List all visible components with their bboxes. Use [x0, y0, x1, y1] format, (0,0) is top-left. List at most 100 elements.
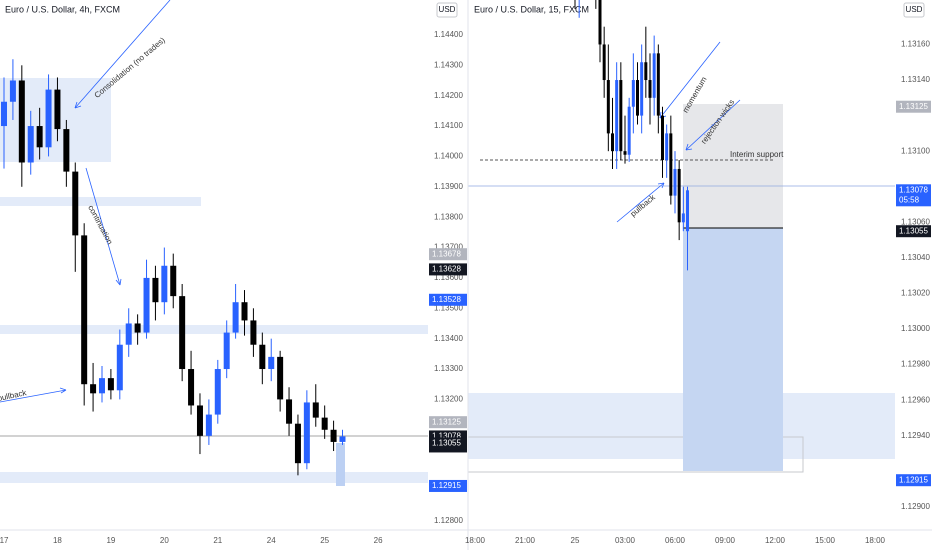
candle-body [665, 133, 669, 161]
candle-body [90, 384, 97, 394]
candle-body [321, 417, 328, 430]
x-tick-label: 25 [320, 536, 329, 545]
candle-body [18, 80, 25, 163]
candle-body [81, 235, 88, 385]
price-label: 1.13528 [432, 295, 461, 304]
arrows [0, 0, 741, 403]
annotation: pullback [0, 388, 28, 403]
candle-body [303, 402, 310, 464]
x-tick-label: 25 [571, 536, 580, 545]
x-tick-label: 18:00 [865, 536, 886, 545]
candle-body [116, 344, 123, 391]
price-label: 1.13078 [432, 432, 461, 441]
candle-body [636, 80, 639, 116]
candle-body [330, 429, 337, 442]
candle-body [631, 80, 635, 107]
y-tick-label: 1.14400 [434, 30, 463, 39]
zone [0, 197, 201, 206]
candle-body [598, 0, 602, 45]
x-tick-label: 21 [213, 536, 222, 545]
price-label: 1.13055 [899, 226, 928, 235]
y-tick-label: 1.13800 [434, 212, 463, 221]
price-label: 1.12915 [432, 481, 461, 490]
candle-body [652, 53, 656, 98]
y-tick-label: 1.13700 [434, 243, 463, 252]
y-tick-label: 1.13160 [901, 40, 930, 49]
candle-body [170, 265, 177, 297]
zone [468, 393, 895, 459]
x-tick-label: 20 [160, 536, 169, 545]
price-label-box [896, 184, 931, 207]
annotation: continuation [86, 204, 114, 246]
y-tick-label: 1.14000 [434, 152, 463, 161]
candle-body [188, 369, 195, 406]
candle-body [640, 62, 644, 116]
candle-body [250, 320, 257, 345]
x-tick-label: 12:00 [765, 536, 786, 545]
candle-body [179, 296, 186, 370]
x-tick-label: 18 [53, 536, 62, 545]
candle-body [27, 126, 34, 163]
price-label: 1.12915 [899, 475, 928, 484]
y-tick-label: 1.14100 [434, 121, 463, 130]
price-label-box [429, 437, 467, 450]
candle-body [223, 332, 230, 370]
candle-body [648, 80, 652, 98]
candle-body [673, 168, 677, 196]
chart-title: Euro / U.S. Dollar, 15, FXCM [474, 4, 589, 14]
candle-body [1, 101, 8, 127]
price-label: 1.13628 [432, 265, 461, 274]
x-tick-label: 26 [374, 536, 383, 545]
y-tick-label: 1.14300 [434, 60, 463, 69]
candle-body [9, 80, 16, 102]
x-tick-label: 15:00 [815, 536, 836, 545]
annotation: Interim support [730, 150, 784, 159]
candle-body [669, 133, 673, 196]
candle-body [686, 190, 689, 232]
zone [0, 325, 428, 334]
target-box [683, 228, 783, 471]
price-label: 1.13125 [899, 102, 928, 111]
candle-body [339, 436, 346, 442]
currency-box [436, 2, 458, 18]
x-tick-label: 24 [267, 536, 276, 545]
y-tick-label: 1.12940 [901, 431, 930, 440]
y-tick-label: 1.12980 [901, 360, 930, 369]
candle-body [241, 302, 248, 321]
stop-box [683, 104, 783, 228]
candle-body [619, 80, 623, 152]
y-tick-label: 1.14200 [434, 91, 463, 100]
candle-body [214, 369, 221, 415]
candle-body [286, 399, 293, 424]
y-tick-label: 1.13140 [901, 75, 930, 84]
y-tick-label: 1.13300 [434, 364, 463, 373]
y-tick-label: 1.12900 [901, 502, 930, 511]
price-label-box [429, 248, 467, 261]
candle-body [98, 378, 105, 394]
price-label-box [429, 416, 467, 429]
y-tick-label: 1.13500 [434, 303, 463, 312]
candle-body [152, 277, 159, 303]
x-tick-label: 09:00 [715, 536, 736, 545]
y-tick-label: 1.13020 [901, 289, 930, 298]
candle-body [268, 356, 275, 370]
price-label-box [896, 225, 931, 238]
price-label-box [896, 100, 931, 113]
candle-body [611, 133, 614, 152]
candle-body [54, 89, 61, 130]
price-label: 1.13678 [432, 249, 461, 258]
candle-body [623, 151, 627, 155]
currency: USD [439, 5, 456, 14]
annotation: pullback [629, 192, 658, 218]
candle-body [125, 323, 132, 345]
candle-body [656, 53, 660, 116]
candle-body [294, 423, 301, 464]
candle-body [312, 402, 319, 418]
candle-body [277, 356, 284, 400]
currency-box [903, 2, 925, 18]
y-tick-label: 1.13400 [434, 334, 463, 343]
candle-body [681, 213, 685, 223]
candle-body [259, 344, 266, 370]
x-tick-label: 17 [0, 536, 9, 545]
